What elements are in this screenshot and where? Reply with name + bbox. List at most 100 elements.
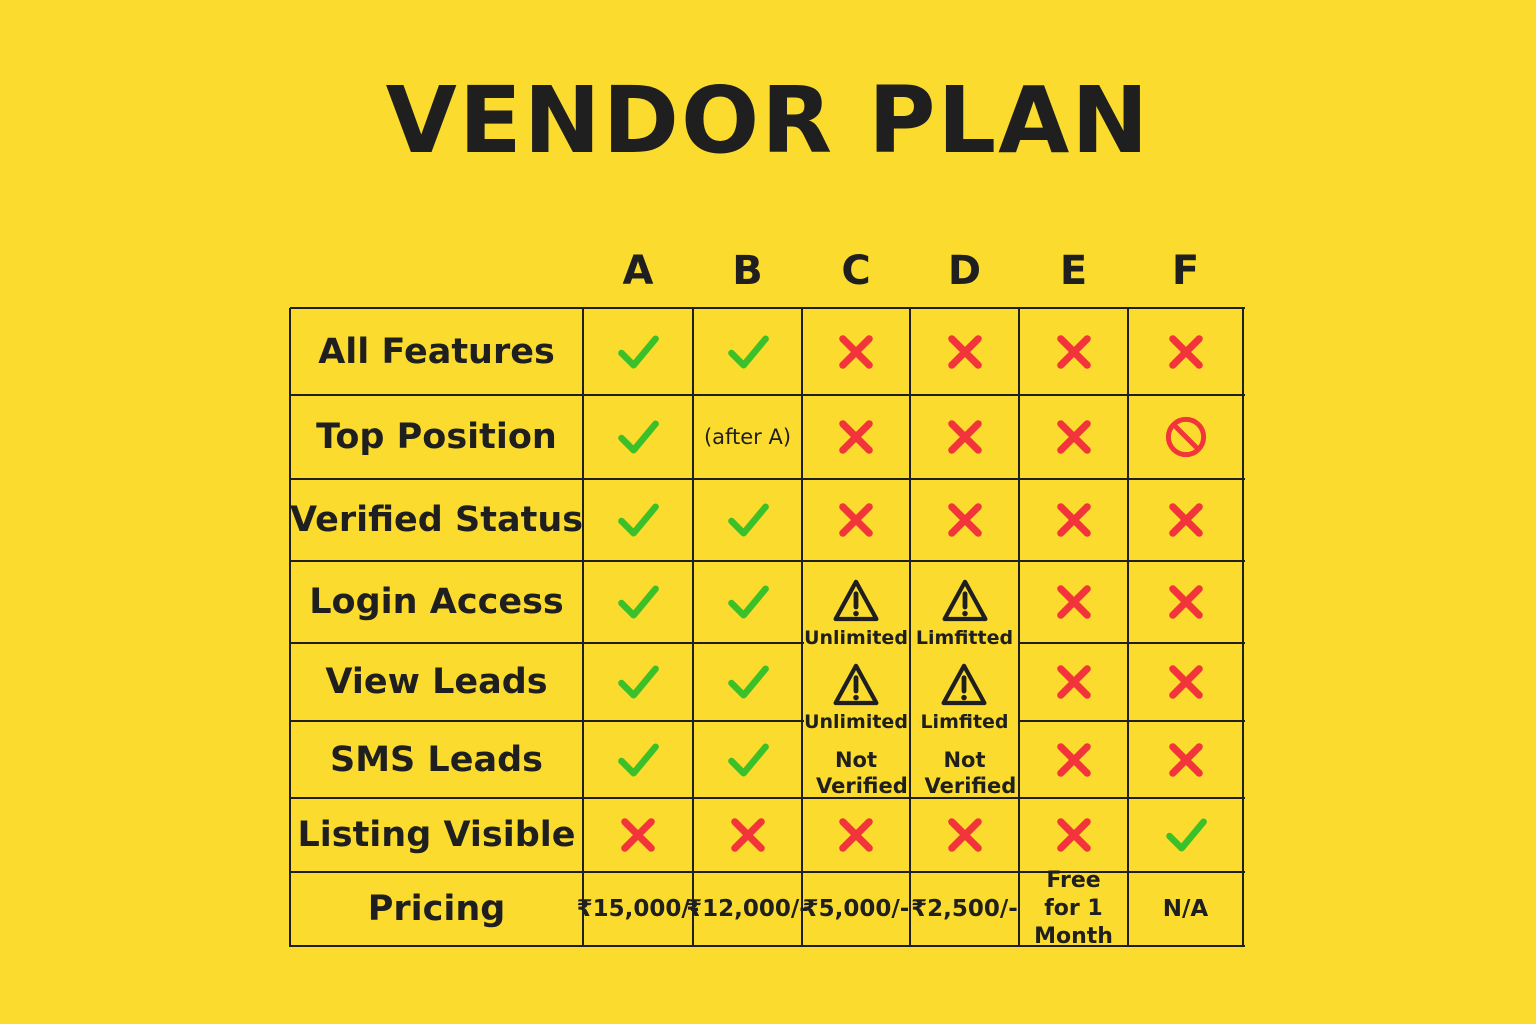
- row-label: Listing Visible: [297, 815, 576, 855]
- login-limit: Limfitted: [916, 577, 1013, 649]
- cross-icon: [1056, 742, 1091, 777]
- cross-icon: [1056, 334, 1091, 369]
- cross-icon: [839, 503, 873, 537]
- row-label: View Leads: [325, 662, 548, 702]
- cell-all-features-d: [910, 308, 1019, 395]
- cell-all-features-a: [583, 308, 693, 395]
- grid-line: [290, 797, 1245, 799]
- plan-header-a: A: [622, 248, 654, 294]
- cell-view-leads-f: [1128, 643, 1243, 721]
- warning-icon: [833, 663, 879, 706]
- cross-icon: [947, 503, 982, 537]
- grid-line: [1018, 308, 1020, 947]
- grid-line: [801, 308, 803, 947]
- check-icon: [727, 335, 769, 368]
- cross-icon: [839, 818, 873, 852]
- page-title: VENDOR PLAN: [385, 67, 1151, 174]
- cross-icon: [1056, 503, 1091, 537]
- cell-listing-visible-a: [583, 798, 693, 872]
- leads-limit-label: Unlimited: [804, 711, 908, 733]
- cell-view-leads-a: [583, 643, 693, 721]
- cell-listing-visible-b: [693, 798, 802, 872]
- leads-limit-label: Limfited: [920, 711, 1009, 733]
- sms-status-label: Not Verified: [816, 748, 908, 798]
- login-limit: Unlimited: [804, 577, 908, 649]
- cell-verified-status-e: [1019, 479, 1128, 561]
- check-icon: [618, 743, 659, 776]
- cell-listing-visible-d: [910, 798, 1019, 872]
- cell-verified-status-b: [693, 479, 802, 561]
- cell-top-position-b: (after A): [693, 395, 802, 479]
- cross-icon: [621, 818, 655, 852]
- cell-all-features-c: [802, 308, 910, 395]
- grid-line: [290, 478, 1245, 480]
- check-icon: [727, 743, 769, 776]
- grid-line: [289, 308, 291, 947]
- login-limit-label: Limfitted: [915, 627, 1014, 649]
- cross-icon: [839, 420, 873, 454]
- plan-header-d: D: [947, 248, 982, 294]
- row-label: Pricing: [367, 889, 506, 929]
- cross-icon: [1056, 665, 1091, 699]
- row-label: Verified Status: [289, 500, 584, 540]
- cell-top-position-a: [583, 395, 693, 479]
- plan-header-e: E: [1059, 248, 1088, 294]
- check-icon: [618, 665, 659, 699]
- cell-all-features-f: [1128, 308, 1243, 395]
- plan-d-limits-block: Limfitted Limfited Not Verified: [910, 561, 1019, 798]
- price-d: ₹2,500/-: [911, 896, 1018, 922]
- warning-icon: [941, 663, 987, 706]
- cross-icon: [1168, 665, 1203, 699]
- grid-line: [290, 642, 804, 644]
- cell-top-position-e: [1019, 395, 1128, 479]
- check-icon: [1165, 818, 1207, 852]
- row-label: Login Access: [309, 582, 564, 622]
- cell-top-position-d: [910, 395, 1019, 479]
- row-label: Top Position: [316, 417, 557, 457]
- plan-header-f: F: [1171, 248, 1200, 294]
- cell-all-features-b: [693, 308, 802, 395]
- cell-listing-visible-c: [802, 798, 910, 872]
- cell-login-access-b: [693, 561, 802, 643]
- check-icon: [727, 503, 769, 537]
- grid-line: [1019, 720, 1245, 722]
- grid-line: [1242, 308, 1244, 947]
- check-icon: [618, 585, 659, 619]
- cell-listing-visible-f: [1128, 798, 1243, 872]
- cross-icon: [730, 818, 765, 852]
- plan-header-b: B: [732, 248, 763, 294]
- check-icon: [727, 665, 769, 699]
- warning-icon: [833, 579, 879, 622]
- plan-c-limits-block: Unlimited Unlimited Not Verified: [802, 561, 910, 798]
- grid-line: [290, 945, 1245, 947]
- sms-status-label: Not Verified: [924, 748, 1017, 798]
- check-icon: [618, 335, 659, 368]
- price-b: ₹12,000/-: [686, 896, 809, 922]
- cell-login-access-e: [1019, 561, 1128, 643]
- cell-login-access-a: [583, 561, 693, 643]
- check-icon: [618, 420, 659, 454]
- grid-line: [290, 560, 1245, 562]
- row-label: SMS Leads: [330, 739, 543, 780]
- leads-limit: Limfited: [920, 661, 1009, 733]
- cell-verified-status-a: [583, 479, 693, 561]
- price-c: ₹5,000/-: [802, 896, 910, 922]
- plan-header-c: C: [841, 248, 871, 294]
- cross-icon: [1168, 742, 1203, 777]
- grid-line: [909, 308, 911, 947]
- cell-verified-status-c: [802, 479, 910, 561]
- login-limit-label: Unlimited: [804, 627, 908, 649]
- grid-line: [692, 308, 694, 947]
- prohibited-icon: [1165, 416, 1206, 458]
- grid-line: [290, 720, 804, 722]
- cell-sms-leads-e: [1019, 721, 1128, 798]
- cell-sms-leads-a: [583, 721, 693, 798]
- cell-view-leads-e: [1019, 643, 1128, 721]
- cross-icon: [947, 334, 982, 369]
- cross-icon: [947, 818, 982, 852]
- cross-icon: [1056, 818, 1091, 852]
- cell-all-features-e: [1019, 308, 1128, 395]
- cell-sms-leads-f: [1128, 721, 1243, 798]
- cross-icon: [1168, 503, 1203, 537]
